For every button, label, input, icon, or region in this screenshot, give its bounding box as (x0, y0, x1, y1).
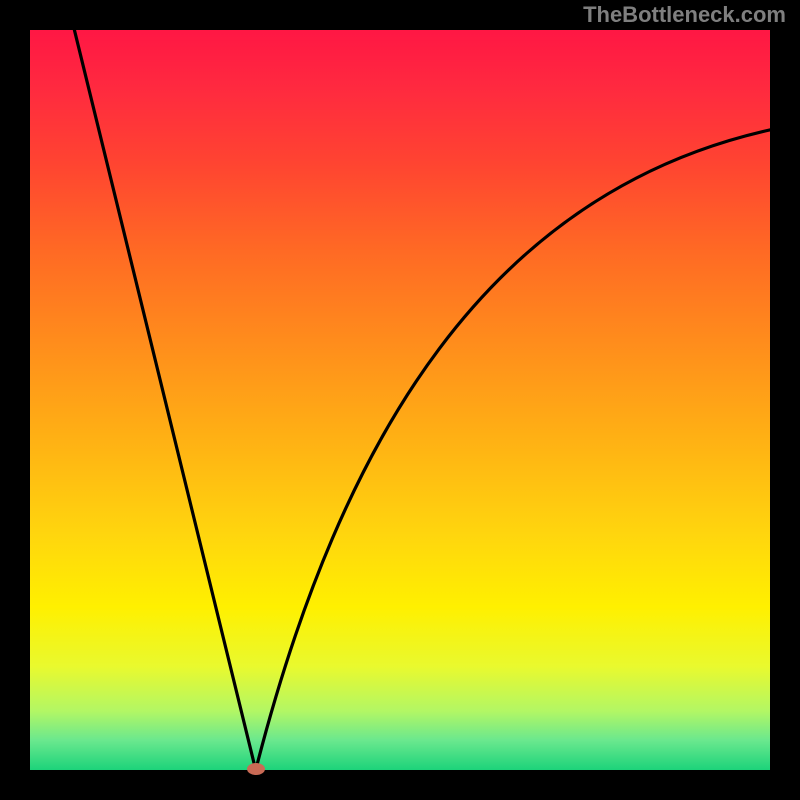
chart-frame: TheBottleneck.com (0, 0, 800, 800)
plot-area (30, 30, 770, 770)
watermark-text: TheBottleneck.com (583, 2, 786, 28)
minimum-marker (247, 763, 265, 775)
bottleneck-curve (74, 30, 770, 770)
curve-layer (30, 30, 770, 770)
